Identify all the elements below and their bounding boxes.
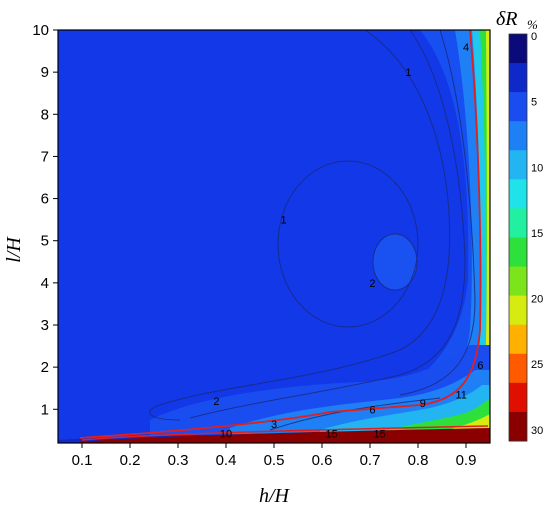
x-axis-label: h/H [259,485,291,507]
colorbar-segment [509,411,527,442]
y-tick-label: 10 [32,22,49,39]
x-tick-label: 0.4 [216,452,237,469]
contour-label: 2 [369,278,375,290]
contour-label: 1 [281,215,287,227]
contour-label: 3 [271,419,277,431]
contour-label: 4 [463,42,469,54]
colorbar-segment [509,63,527,93]
contour-label: 11 [455,390,466,402]
y-tick-label: 6 [41,191,49,208]
x-tick-label: 0.5 [264,452,285,469]
colorbar-tick-label: 30 [531,425,543,437]
colorbar-segment [509,92,527,122]
y-tick-label: 9 [41,64,49,81]
colorbar-tick-label: 5 [531,97,537,109]
contour-label: 10 [220,429,232,441]
y-tick-label: 2 [41,359,49,376]
colorbar-frame [508,33,528,442]
colorbar-segment [509,34,527,64]
contour-label: 15 [373,429,385,441]
contour-label: 15 [325,429,337,441]
colorbar-segment [509,179,527,209]
colorbar-segment [509,237,527,268]
colorbar-segment [509,353,527,384]
colorbar-tick-label: 25 [531,359,543,371]
y-axis: 1 2 3 4 5 6 7 8 9 10 [32,22,58,418]
colorbar-segment [509,150,527,180]
colorbar-segment [509,295,527,326]
x-tick-label: 0.3 [168,452,189,469]
y-tick-label: 5 [41,233,49,250]
colorbar-segment [509,324,527,355]
x-tick-label: 0.9 [456,452,477,469]
y-tick-label: 3 [41,317,49,334]
x-tick-label: 0.2 [120,452,141,469]
contour-label: 1 [405,67,411,79]
colorbar-tick-label: 0 [531,31,537,43]
colorbar: 0 5 10 15 20 25 30 [508,31,543,442]
x-tick-label: 0.1 [72,452,93,469]
contour-label: 2 [213,396,219,408]
contour-labels: 1 4 1 2 2 3 6 9 11 6 10 15 15 [213,42,483,441]
x-axis: 0.1 0.2 0.3 0.4 0.5 0.6 0.7 0.8 0.9 [72,443,477,469]
x-tick-label: 0.7 [360,452,381,469]
contour-label: 6 [477,360,483,372]
y-tick-label: 8 [41,106,49,123]
contour-label: 6 [369,404,375,416]
y-tick-label: 1 [41,401,49,418]
colorbar-tick-label: 20 [531,294,543,306]
colorbar-title: δR [496,8,518,30]
colorbar-segment [509,208,527,238]
colorbar-segment [509,382,527,413]
colorbar-tick-label: 15 [531,228,543,240]
y-tick-label: 4 [41,275,49,292]
colorbar-title-subscript: % [527,17,538,32]
y-axis-label: l/H [3,236,25,263]
contour-field [58,30,490,443]
colorbar-segment [509,266,527,297]
colorbar-tick-label: 10 [531,162,543,174]
colorbar-segment [509,121,527,151]
y-tick-label: 7 [41,148,49,165]
contour-label: 9 [420,398,426,410]
x-tick-label: 0.8 [408,452,429,469]
x-tick-label: 0.6 [312,452,333,469]
